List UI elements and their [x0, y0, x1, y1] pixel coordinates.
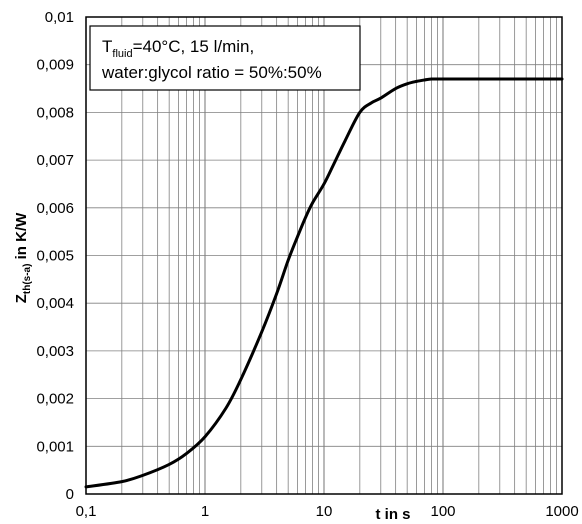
- x-tick-label: 1: [201, 503, 209, 520]
- y-tick-label: 0,005: [36, 248, 74, 265]
- series-line: [84, 77, 564, 489]
- y-tick-label: 0,003: [36, 343, 74, 360]
- plot-frame: [85, 16, 563, 495]
- annotation-box: Tfluid=40°C, 15 l/min, water:glycol rati…: [89, 25, 361, 91]
- y-tick-label: 0: [66, 486, 74, 503]
- annotation-line-2: water:glycol ratio = 50%:50%: [101, 63, 322, 82]
- y-tick-label: 0,009: [36, 57, 74, 74]
- x-tick-label: 100: [430, 503, 455, 520]
- annotation-fluid-sub: fluid: [112, 48, 132, 60]
- y-tick-label: 0,001: [36, 438, 74, 455]
- y-tick-label: 0,002: [36, 391, 74, 408]
- x-tick-label: 1000: [545, 503, 578, 520]
- annotation-line-1: Tfluid=40°C, 15 l/min,: [102, 37, 254, 60]
- y-tick-label: 0,004: [36, 295, 74, 312]
- y-tick-label: 0,008: [36, 104, 74, 121]
- x-tick-label: 10: [316, 503, 333, 520]
- y-tick-label: 0,01: [45, 9, 74, 26]
- y-axis-label: Zth(s-a) in K/W: [13, 212, 33, 303]
- x-axis-label: t in s: [375, 506, 410, 523]
- annotation-condition: =40°C, 15 l/min,: [133, 37, 255, 56]
- annotation-T: T: [102, 37, 112, 56]
- y-tick-label: 0,006: [36, 200, 74, 217]
- y-tick-label: 0,007: [36, 152, 74, 169]
- x-tick-label: 0,1: [76, 503, 97, 520]
- y-label-sub: th(s-a): [22, 264, 33, 295]
- y-tick-labels: 0 0,001 0,002 0,003 0,004 0,005 0,006 0,007 0,00…: [36, 9, 74, 503]
- x-tick-labels: 0,1 1 10 100 1000: [76, 503, 579, 520]
- y-label-suffix: in K/W: [13, 212, 30, 264]
- y-label-main: Z: [13, 294, 30, 303]
